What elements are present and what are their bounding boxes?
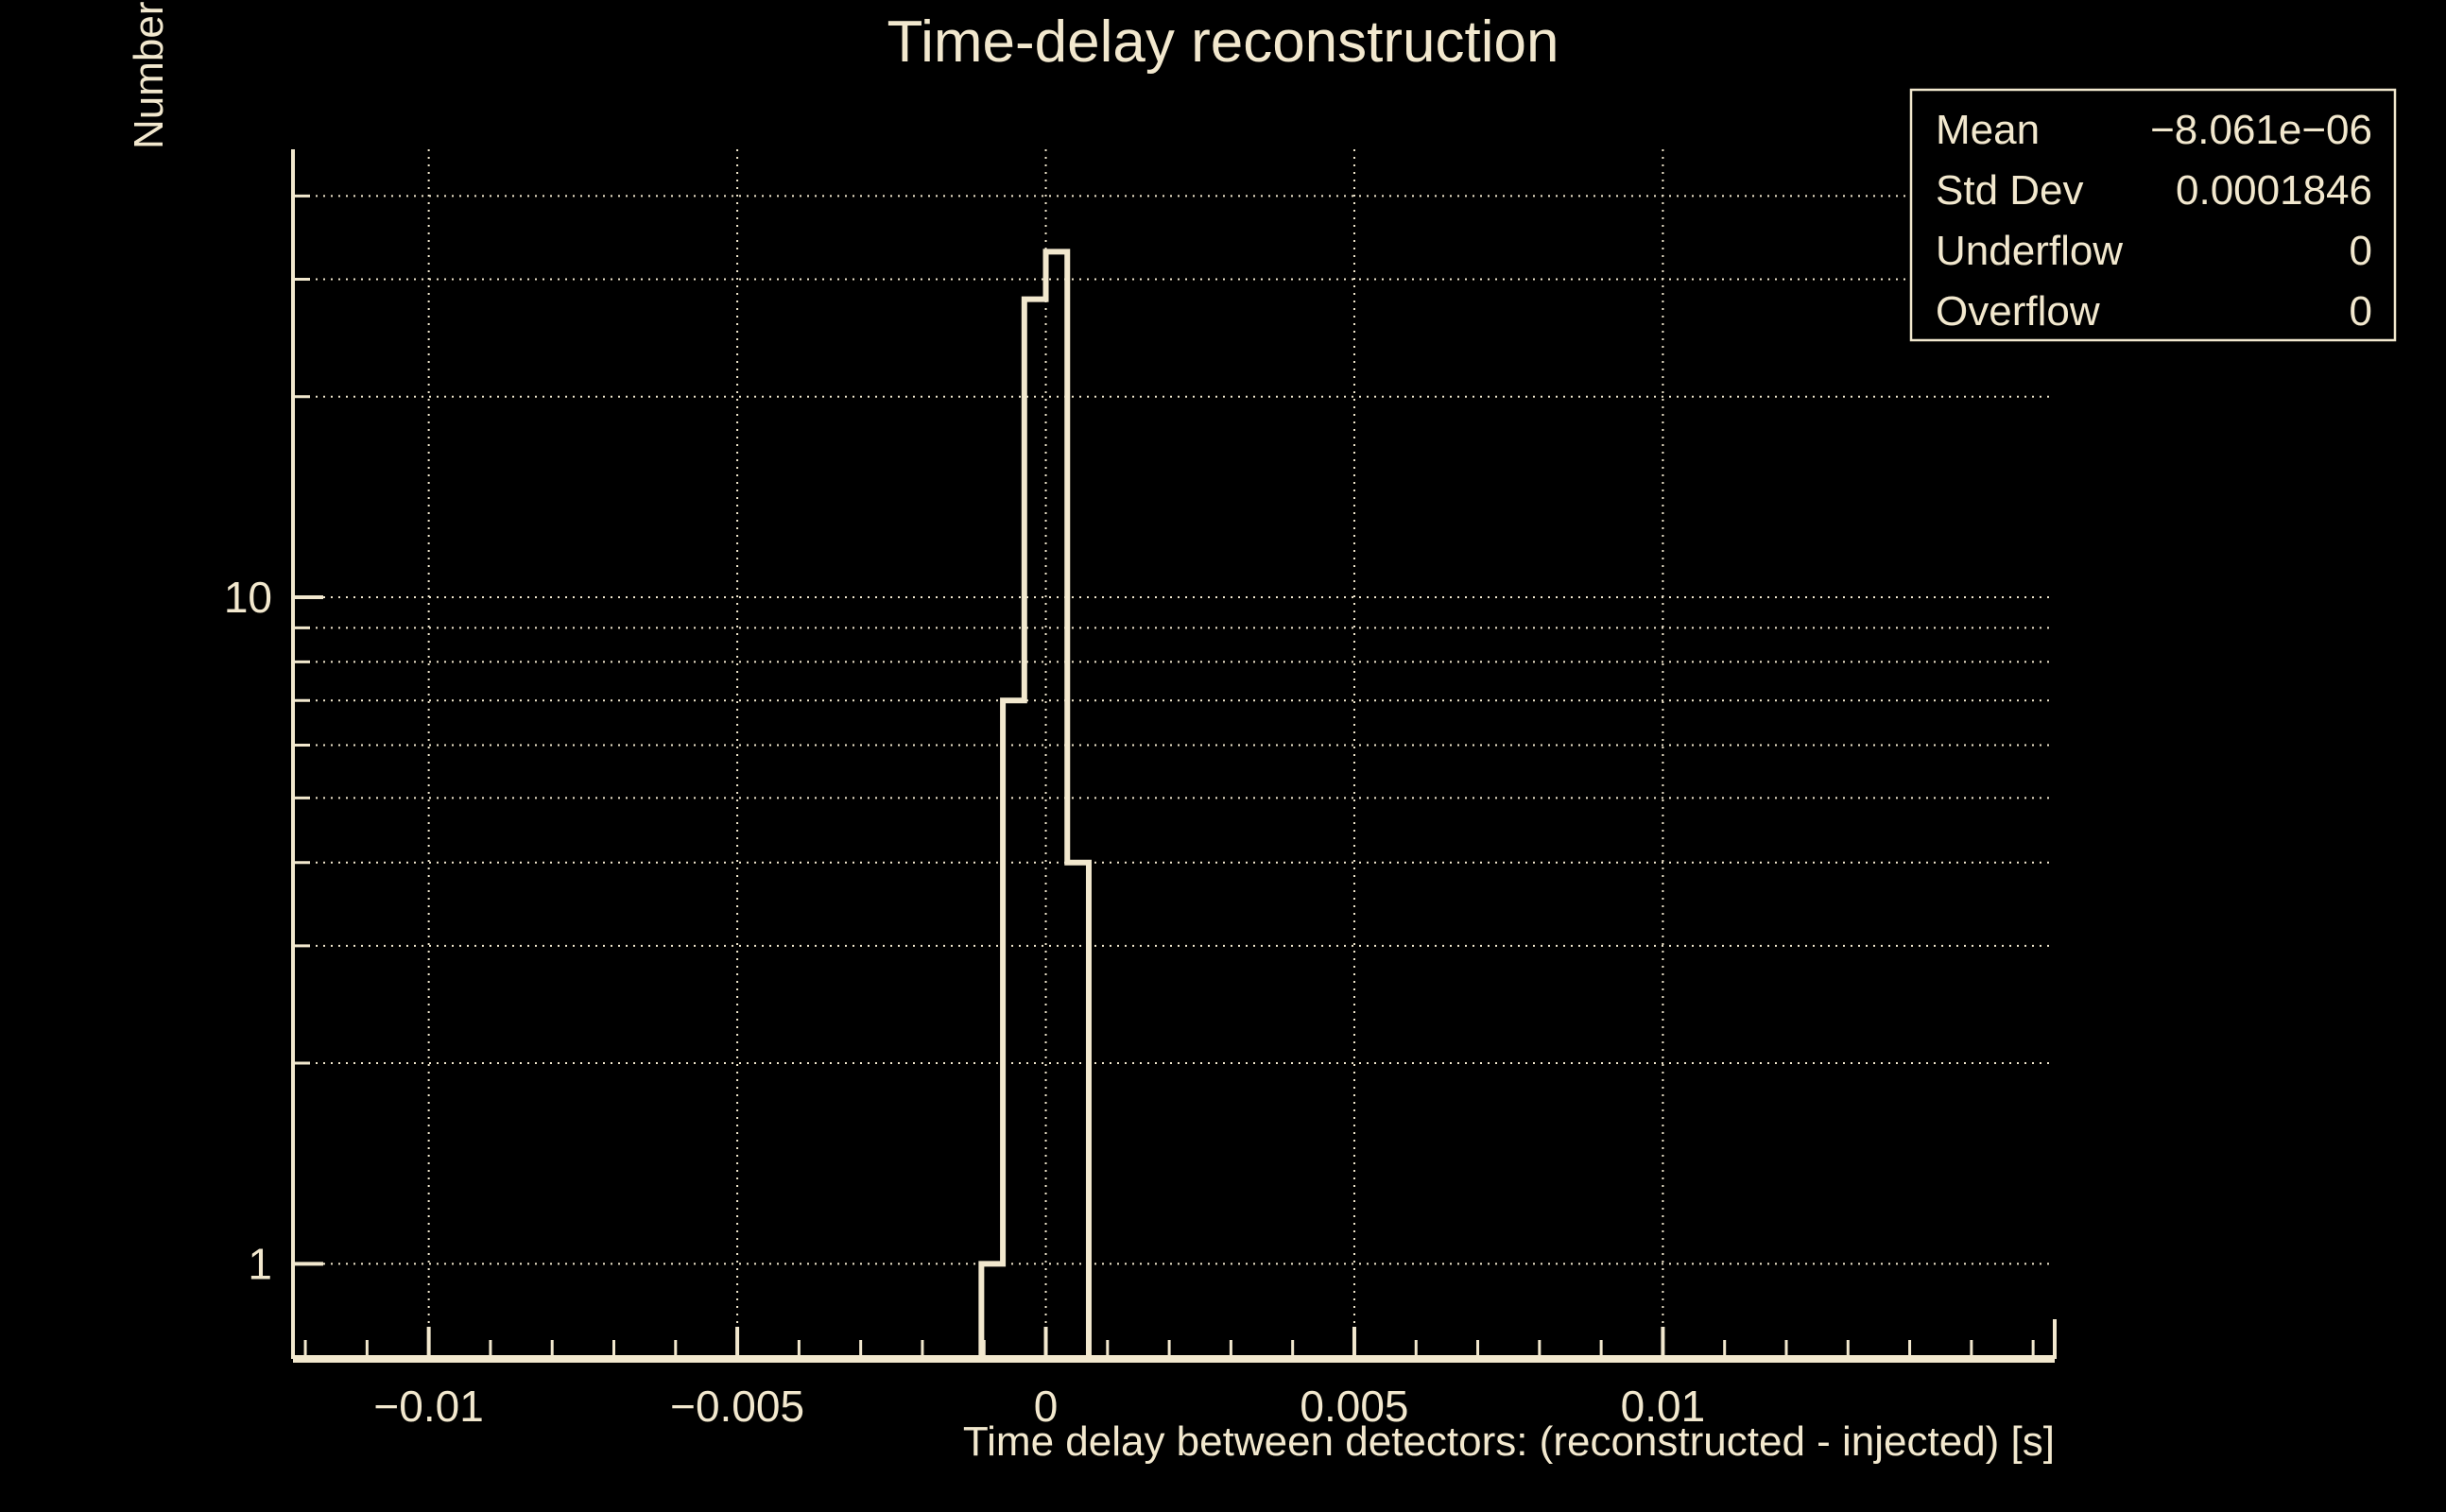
stats-value-std-dev: 0.0001846 [2176, 167, 2372, 214]
stats-value-overflow: 0 [2350, 288, 2372, 335]
x-axis-title: Time delay between detectors: (reconstru… [963, 1418, 2055, 1465]
y-tick-label: 10 [224, 573, 272, 622]
stats-value-underflow: 0 [2350, 228, 2372, 274]
stats-label-overflow: Overflow [1936, 288, 2100, 335]
grid-layer [293, 149, 2055, 1359]
stats-label-mean: Mean [1936, 107, 2040, 153]
x-tick-label: −0.005 [670, 1382, 804, 1431]
x-tick-label: 0.005 [1300, 1382, 1408, 1431]
statistics-box[interactable]: Mean −8.061e−06 Std Dev 0.0001846 Underf… [1909, 88, 2397, 342]
stats-label-underflow: Underflow [1936, 228, 2123, 274]
histogram-outline [978, 249, 1092, 1359]
x-tick-label: −0.01 [373, 1382, 483, 1431]
x-tick-label: 0.01 [1621, 1382, 1706, 1431]
histogram-steps [978, 249, 1092, 1359]
axis-frame [291, 149, 2057, 1363]
axis-ticks [293, 194, 2035, 1359]
y-tick-label: 1 [248, 1239, 272, 1288]
page-title: Time-delay reconstruction [887, 9, 1559, 75]
stats-label-std-dev: Std Dev [1936, 167, 2084, 214]
y-axis-title: Number of detected injections [126, 0, 172, 149]
stats-box-border [1909, 88, 2397, 342]
stats-value-mean: −8.061e−06 [2150, 107, 2372, 153]
x-tick-label: 0 [1034, 1382, 1059, 1431]
axis-tick-labels: −0.01 −0.005 0 0.005 0.01 1 10 [224, 573, 1705, 1431]
